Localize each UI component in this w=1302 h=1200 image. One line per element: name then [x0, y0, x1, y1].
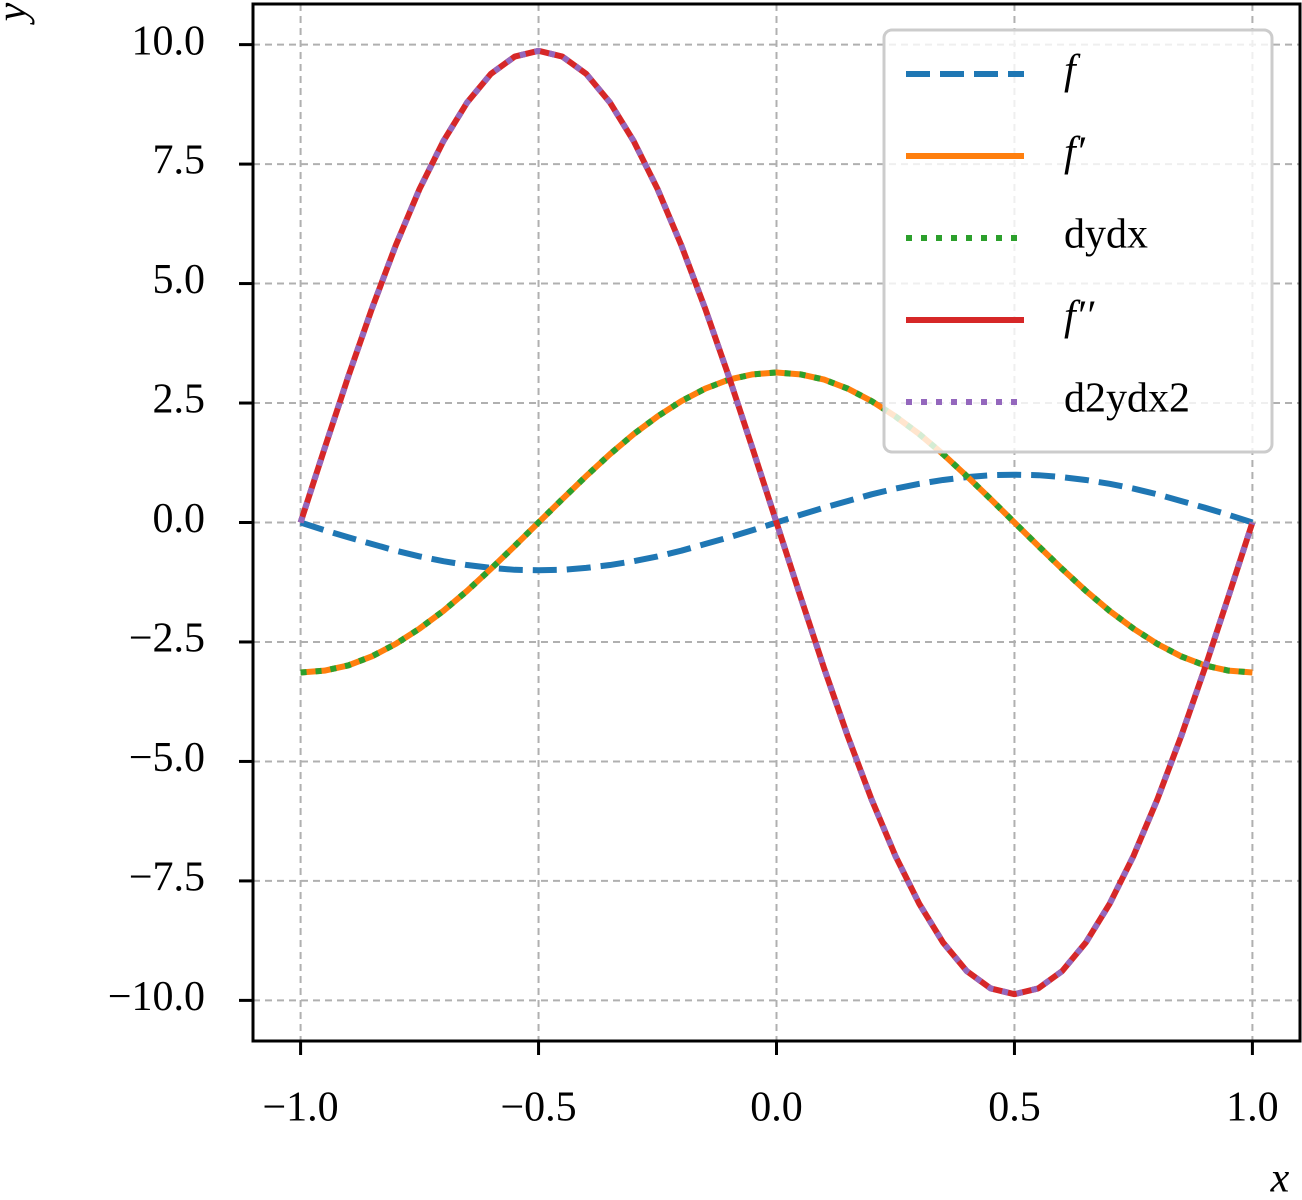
- y-tick-label: 7.5: [153, 138, 206, 184]
- y-tick-label: −10.0: [108, 974, 205, 1020]
- x-tick-label: −1.0: [262, 1085, 338, 1131]
- legend-box: [882, 28, 1274, 454]
- legend-label: dydx: [1064, 212, 1148, 258]
- y-tick-label: −5.0: [129, 735, 205, 781]
- x-axis-label: x: [1270, 1156, 1290, 1200]
- line-series: [300, 369, 1253, 676]
- y-tick-label: 0.0: [153, 496, 206, 542]
- x-tick-label: −0.5: [500, 1085, 576, 1131]
- legend-label: f′′: [1064, 294, 1095, 340]
- x-tick-label: 0.0: [750, 1085, 803, 1131]
- x-tick-label: 0.5: [988, 1085, 1041, 1131]
- legend-label: d2ydx2: [1064, 376, 1190, 422]
- y-tick-label: −7.5: [129, 855, 205, 901]
- y-axis-label: y: [0, 2, 36, 25]
- y-tick-label: −2.5: [129, 616, 205, 662]
- x-tick-label: 1.0: [1226, 1085, 1279, 1131]
- y-tick-label: 5.0: [153, 257, 206, 303]
- y-tick-label: 10.0: [132, 18, 206, 64]
- legend-label: f′: [1064, 130, 1086, 176]
- line-series: [297, 47, 1256, 998]
- plot-frame: [251, 2, 1302, 1043]
- y-tick-label: 2.5: [153, 377, 206, 423]
